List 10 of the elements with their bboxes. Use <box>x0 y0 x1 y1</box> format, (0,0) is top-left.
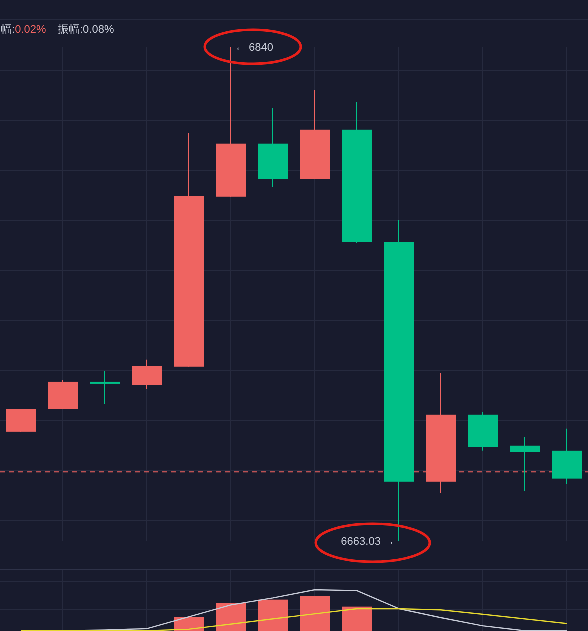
annotation: 6663.03 → <box>341 536 395 548</box>
candlestick <box>510 436 540 492</box>
bar <box>258 600 288 631</box>
text: 幅:0.02% <box>1 24 46 36</box>
annotation: ← 6840 <box>235 42 274 54</box>
text: 振幅:0.08% <box>58 24 114 36</box>
candlestick <box>90 370 120 405</box>
bar <box>342 606 372 631</box>
bar <box>216 603 246 631</box>
bar <box>300 596 330 631</box>
